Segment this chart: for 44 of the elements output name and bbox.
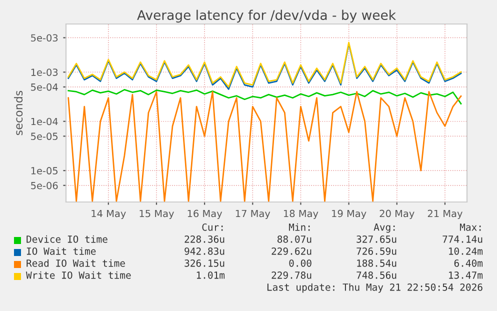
y-tick-label: 5e-03 (31, 34, 58, 42)
text: 228.36u (184, 235, 224, 243)
y-tick-label: 1e-05 (31, 167, 58, 174)
x-tick-label: 17 May (236, 210, 270, 220)
text: Cur: (202, 223, 223, 231)
line-series (68, 88, 462, 104)
x-tick-label: 18 May (284, 210, 318, 220)
chart-title: Average latency for /dev/vda - by week (137, 10, 396, 23)
text: 942.83u (184, 247, 224, 255)
legend-label: IO Wait time (26, 247, 96, 255)
text: 88.07u (278, 235, 312, 243)
text: 188.54u (357, 259, 396, 267)
text: 748.56u (356, 271, 396, 279)
text: 1.01m (196, 271, 225, 279)
text: 10.24m (449, 247, 483, 255)
text: 326.15u (184, 259, 224, 267)
x-tick-label: 16 May (188, 210, 222, 220)
x-tick-label: 14 May (92, 210, 126, 220)
y-tick-label: 5e-06 (31, 182, 58, 190)
y-tick-label: 5e-05 (31, 132, 58, 140)
text: 327.65u (356, 235, 396, 243)
text: Avg: (374, 224, 395, 233)
legend-label: Read IO Wait time (26, 259, 125, 267)
y-tick-label: 1e-03 (31, 68, 58, 76)
text: 13.47m (449, 271, 483, 279)
text: 229.62u (272, 247, 312, 255)
x-tick-label: 21 May (428, 210, 462, 220)
x-tick-label: 15 May (140, 210, 174, 220)
text: Min: (288, 223, 310, 231)
text: 774.14u (442, 236, 482, 243)
x-tick-label: 19 May (332, 210, 366, 220)
text: 229.78u (272, 271, 312, 279)
text: 726.59u (356, 247, 396, 255)
legend-label: Write IO Wait time (26, 271, 131, 279)
x-tick-label: 20 May (380, 210, 414, 220)
text: Last update: Thu May 21 22:50:54 2026 (267, 283, 482, 293)
legend-label: Device IO time (26, 235, 108, 243)
text: 0.00 (289, 259, 312, 267)
y-tick-label: 1e-04 (31, 118, 58, 126)
y-axis-title: seconds (14, 90, 23, 136)
text: 6.40m (454, 259, 483, 267)
line-series (68, 91, 462, 202)
text: Max: (460, 224, 481, 231)
y-tick-label: 5e-04 (31, 83, 58, 91)
